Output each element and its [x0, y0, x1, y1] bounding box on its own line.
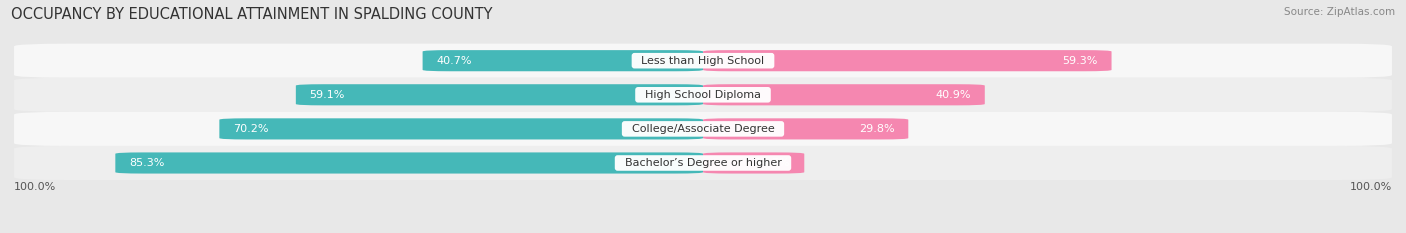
Text: 100.0%: 100.0% [1350, 182, 1392, 192]
FancyBboxPatch shape [115, 152, 703, 174]
Text: Less than High School: Less than High School [634, 56, 772, 66]
FancyBboxPatch shape [14, 146, 1392, 180]
Text: Source: ZipAtlas.com: Source: ZipAtlas.com [1284, 7, 1395, 17]
FancyBboxPatch shape [295, 84, 703, 105]
Text: College/Associate Degree: College/Associate Degree [624, 124, 782, 134]
Text: 70.2%: 70.2% [233, 124, 269, 134]
Text: 85.3%: 85.3% [129, 158, 165, 168]
FancyBboxPatch shape [703, 118, 908, 140]
Text: 14.7%: 14.7% [755, 158, 790, 168]
Text: 100.0%: 100.0% [14, 182, 56, 192]
FancyBboxPatch shape [703, 50, 1112, 71]
FancyBboxPatch shape [14, 44, 1392, 78]
FancyBboxPatch shape [14, 112, 1392, 146]
Text: 59.3%: 59.3% [1063, 56, 1098, 66]
FancyBboxPatch shape [703, 84, 984, 105]
Text: 59.1%: 59.1% [309, 90, 344, 100]
Text: 40.7%: 40.7% [436, 56, 472, 66]
FancyBboxPatch shape [219, 118, 703, 140]
FancyBboxPatch shape [14, 78, 1392, 112]
Text: High School Diploma: High School Diploma [638, 90, 768, 100]
Text: Bachelor’s Degree or higher: Bachelor’s Degree or higher [617, 158, 789, 168]
Text: 40.9%: 40.9% [935, 90, 972, 100]
FancyBboxPatch shape [423, 50, 703, 71]
Text: 29.8%: 29.8% [859, 124, 894, 134]
Text: OCCUPANCY BY EDUCATIONAL ATTAINMENT IN SPALDING COUNTY: OCCUPANCY BY EDUCATIONAL ATTAINMENT IN S… [11, 7, 492, 22]
FancyBboxPatch shape [703, 152, 804, 174]
